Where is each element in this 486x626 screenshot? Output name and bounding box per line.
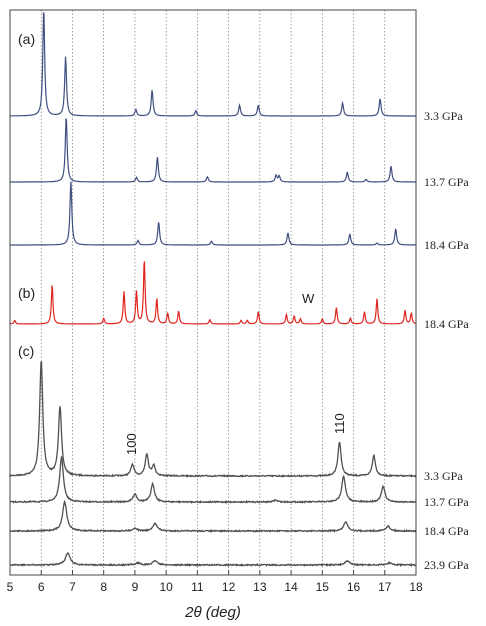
annotation-100: 100	[124, 433, 139, 455]
series-group	[9, 12, 417, 568]
x-tick-label-15: 15	[316, 580, 330, 594]
series-line-c-18-4-GPa	[9, 499, 417, 534]
x-tick-label-11: 11	[191, 580, 204, 594]
panel-label-b: (b)	[18, 285, 35, 301]
series-line-a-18-4-GPa	[10, 181, 416, 246]
x-tick-label-12: 12	[222, 580, 236, 594]
x-tick-label-14: 14	[284, 580, 298, 594]
series-labels: 3.3 GPa 13.7 GPa 18.4 GPa 18.4 GPa 3.3 GPa 13…	[424, 109, 469, 572]
labels-group: (a) (b) (c) W 100 110 2θ (deg)	[18, 31, 347, 621]
x-tick-label-18: 18	[409, 580, 423, 594]
series-line-b-18-4-GPa	[10, 261, 417, 325]
x-tick-label-13: 13	[253, 580, 267, 594]
series-line-a-3-3-GPa	[10, 12, 416, 117]
series-line-a-13-7-GPa	[10, 118, 416, 183]
annotation-w: W	[302, 291, 315, 306]
series-label-c-2: 18.4 GPa	[424, 524, 469, 538]
series-label-a-2: 18.4 GPa	[424, 238, 469, 252]
x-tick-label-7: 7	[69, 580, 76, 594]
x-tick-label-17: 17	[378, 580, 392, 594]
x-tick-label-10: 10	[159, 580, 173, 594]
series-label-a-0: 3.3 GPa	[424, 109, 463, 123]
annotation-110: 110	[332, 413, 347, 434]
panel-label-c: (c)	[18, 343, 34, 359]
series-label-b-0: 18.4 GPa	[424, 317, 469, 331]
x-tick-label-6: 6	[38, 580, 45, 594]
series-label-c-1: 13.7 GPa	[424, 495, 469, 509]
series-line-c-13-7-GPa	[9, 456, 417, 504]
x-tick-label-5: 5	[7, 580, 14, 594]
series-line-c-3-3-GPa	[9, 361, 417, 478]
plot-frame	[9, 9, 417, 576]
grid-lines	[40, 10, 386, 575]
series-label-c-0: 3.3 GPa	[424, 469, 463, 483]
panel-label-a: (a)	[18, 31, 35, 47]
x-tick-label-16: 16	[347, 580, 361, 594]
x-ticks: 5 6 7 8 9 10 11 12 13 14 15 16 17 18	[7, 570, 423, 594]
series-line-c-23-9-GPa	[9, 552, 417, 568]
x-axis-label: 2θ (deg)	[184, 604, 241, 621]
x-tick-label-8: 8	[100, 580, 107, 594]
series-label-c-3: 23.9 GPa	[424, 558, 469, 572]
series-label-a-1: 13.7 GPa	[424, 175, 469, 189]
x-tick-label-9: 9	[132, 580, 139, 594]
